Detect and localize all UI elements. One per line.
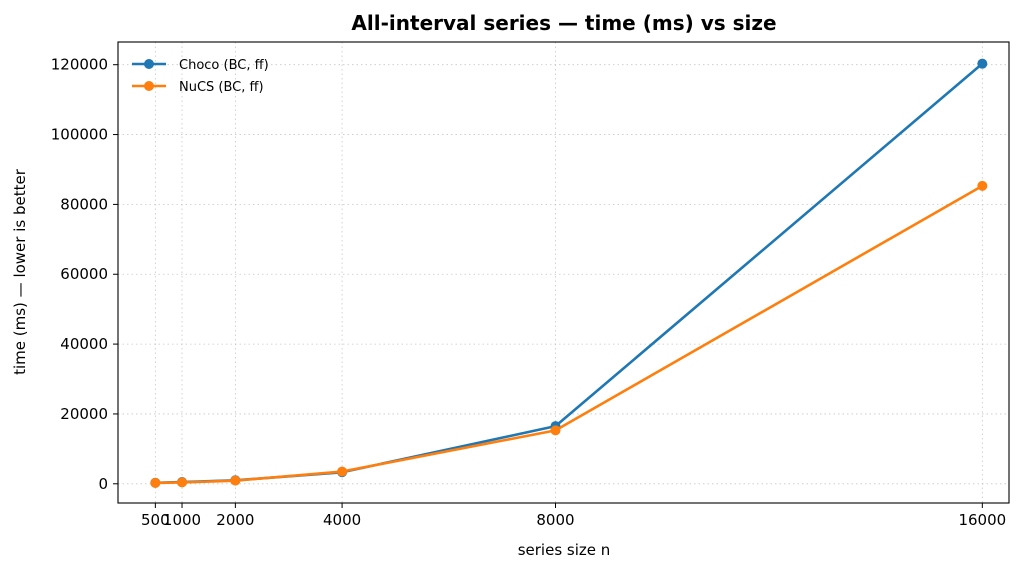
legend: Choco (BC, ff) NuCS (BC, ff) <box>132 58 269 95</box>
x-tick-label: 8000 <box>536 511 574 529</box>
y-axis-label: time (ms) — lower is better <box>11 168 29 375</box>
y-tick-label: 0 <box>98 475 108 493</box>
y-tick-label: 20000 <box>60 405 108 423</box>
data-point <box>230 475 241 486</box>
data-point <box>337 466 348 477</box>
data-point <box>177 477 188 488</box>
y-tick-label: 40000 <box>60 335 108 353</box>
grid-lines <box>118 42 1009 503</box>
series-line-1 <box>155 184 983 485</box>
series-line-0 <box>155 62 984 485</box>
x-tick-label: 4000 <box>323 511 361 529</box>
legend-marker-0 <box>144 59 154 69</box>
y-tick-label: 120000 <box>51 56 108 74</box>
x-tick-label: 1000 <box>163 511 201 529</box>
legend-marker-1 <box>144 81 154 91</box>
x-tick-label: 16000 <box>958 511 1006 529</box>
y-axis: 0 20000 40000 60000 80000 100000 120000 <box>51 56 118 493</box>
x-axis-label: series size n <box>518 541 611 559</box>
y-tick-label: 100000 <box>51 126 108 144</box>
data-point <box>977 180 988 191</box>
data-point <box>150 477 161 488</box>
plot-frame <box>117 41 1010 504</box>
y-tick-label: 60000 <box>60 265 108 283</box>
data-point <box>550 425 561 436</box>
x-tick-label: 500 <box>141 511 170 529</box>
x-tick-label: 2000 <box>216 511 254 529</box>
series-layer <box>150 58 988 488</box>
y-tick-label: 80000 <box>60 195 108 213</box>
chart-title: All-interval series — time (ms) vs size <box>351 11 776 35</box>
legend-label-0: Choco (BC, ff) <box>179 58 269 73</box>
legend-label-1: NuCS (BC, ff) <box>179 80 264 95</box>
data-point <box>977 58 988 69</box>
